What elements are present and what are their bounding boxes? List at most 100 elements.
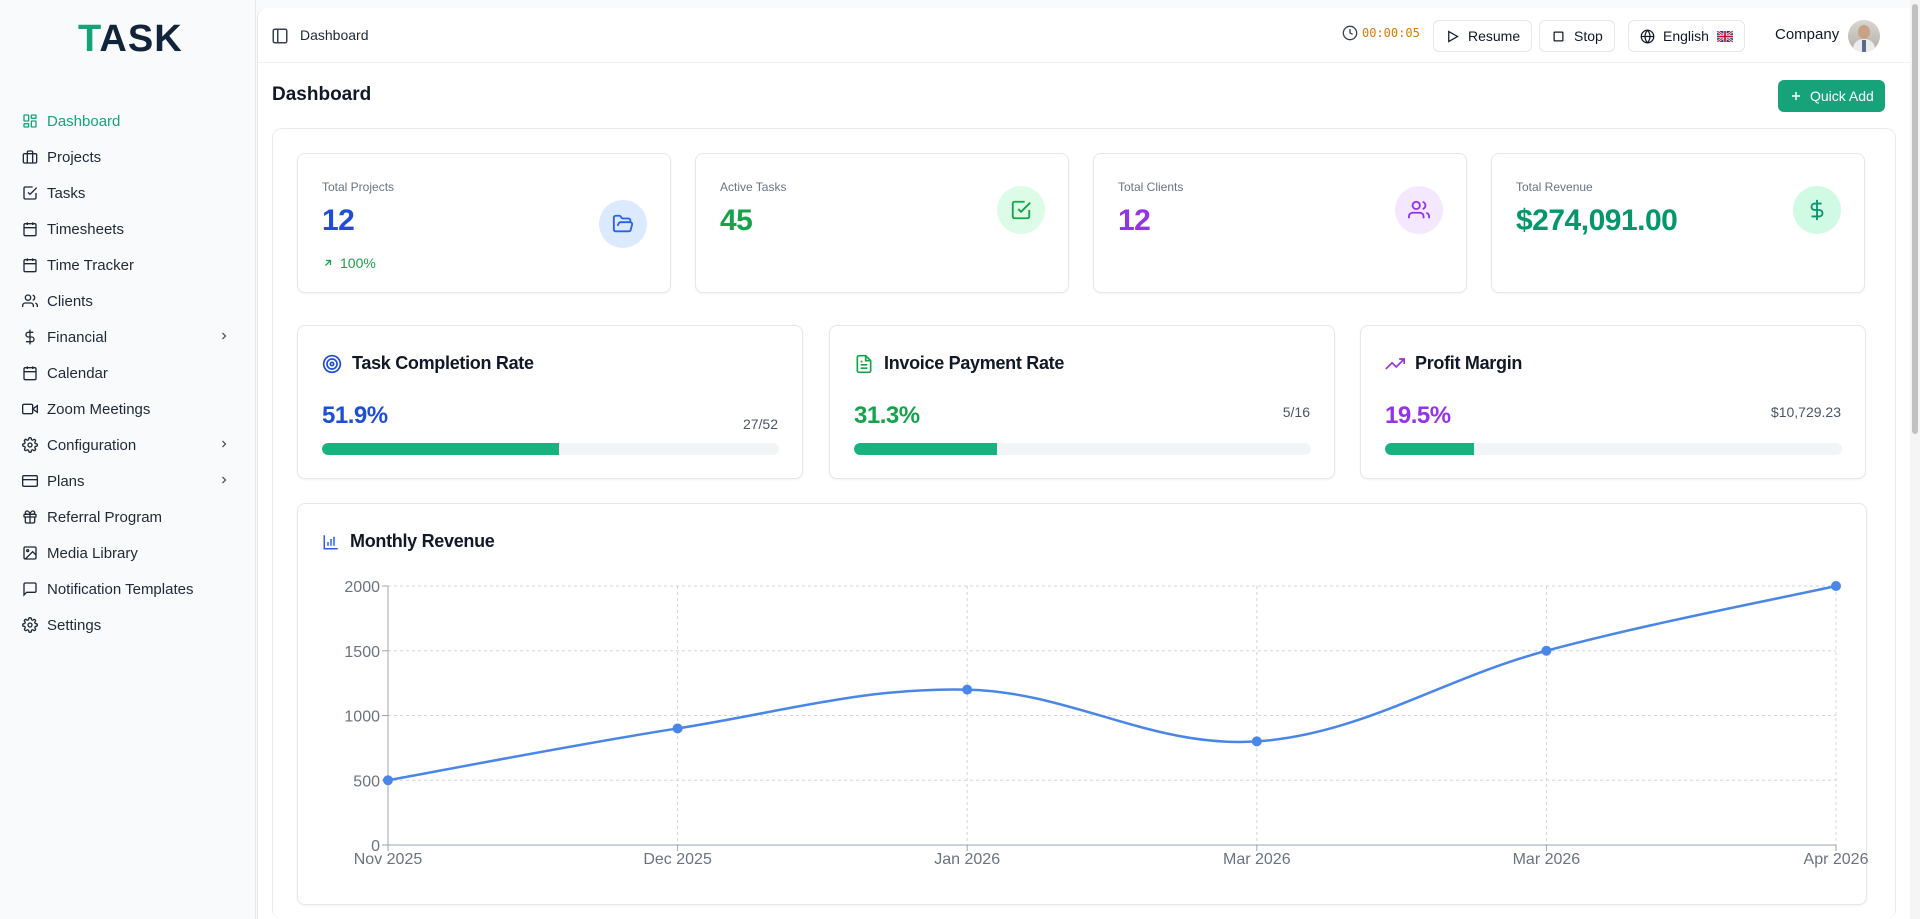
app-logo[interactable]: TASK <box>78 18 183 60</box>
data-point <box>1541 645 1552 656</box>
sidebar-item-referral-program[interactable]: Referral Program <box>12 499 244 535</box>
sidebar-item-plans[interactable]: Plans <box>12 463 244 499</box>
message-icon <box>22 581 38 597</box>
quick-add-label: Quick Add <box>1810 88 1874 104</box>
sidebar-item-notification-templates[interactable]: Notification Templates <box>12 571 244 607</box>
card-title-text: Profit Margin <box>1415 353 1523 373</box>
data-point <box>383 775 393 786</box>
sidebar-item-clients[interactable]: Clients <box>12 283 244 319</box>
chevron-right-icon <box>222 476 227 484</box>
calendar-icon <box>22 221 38 237</box>
stat-label: Total Revenue <box>1516 180 1593 194</box>
resume-button[interactable]: Resume <box>1433 20 1533 52</box>
sidebar-item-label: Plans <box>47 472 85 490</box>
rate-detail: 27/52 <box>742 416 778 432</box>
sidebar-item-time-tracker[interactable]: Time Tracker <box>12 247 244 283</box>
sidebar-item-media-library[interactable]: Media Library <box>12 535 244 571</box>
image-icon <box>22 545 38 561</box>
sidebar-item-label: Zoom Meetings <box>47 400 151 418</box>
rate-detail: $10,729.23 <box>1770 404 1841 420</box>
briefcase-icon <box>22 149 38 165</box>
timer-value: 00:00:05 <box>1362 26 1420 40</box>
stat-card-active-tasks[interactable]: Active Tasks 45 <box>695 153 1069 293</box>
calendar-icon <box>22 365 38 381</box>
company-label[interactable]: Company <box>1775 26 1840 43</box>
x-tick-label: Nov 2025 <box>354 851 423 868</box>
invoice-payment-card[interactable]: Invoice Payment Rate 31.3% 5/16 <box>829 325 1335 479</box>
sidebar-item-label: Calendar <box>47 364 108 382</box>
bar-chart-icon <box>323 534 338 549</box>
task-completion-card[interactable]: Task Completion Rate 51.9% 27/52 <box>297 325 803 479</box>
checkbox-icon <box>22 185 38 201</box>
x-tick-label: Jan 2026 <box>934 851 1000 868</box>
card-title-text: Invoice Payment Rate <box>884 353 1065 373</box>
card-title: Profit Margin <box>1385 353 1522 374</box>
users-icon <box>22 293 38 309</box>
sidebar-item-dashboard[interactable]: Dashboard <box>12 103 244 139</box>
y-tick-label: 0 <box>371 838 380 855</box>
scrollbar-thumb[interactable] <box>1912 4 1918 434</box>
calendar-icon <box>22 257 38 273</box>
stat-label: Active Tasks <box>720 180 787 194</box>
y-tick-label: 2000 <box>344 579 380 596</box>
stop-label: Stop <box>1574 28 1603 44</box>
check-square-icon <box>997 186 1045 234</box>
stop-button[interactable]: Stop <box>1539 20 1615 52</box>
plus-icon <box>1791 91 1801 101</box>
sidebar-item-configuration[interactable]: Configuration <box>12 427 244 463</box>
sidebar-item-label: Financial <box>47 328 108 346</box>
main-panel: Dashboard 00:00:05 Resume Stop English C… <box>257 8 1910 919</box>
card-title: Task Completion Rate <box>322 353 534 374</box>
data-point <box>962 684 973 695</box>
stat-delta: 100% <box>322 255 376 271</box>
sidebar-item-settings[interactable]: Settings <box>12 607 244 643</box>
data-point <box>1251 736 1262 747</box>
page-title: Dashboard <box>272 84 372 105</box>
language-label: English <box>1663 28 1709 44</box>
x-tick-label: Mar 2026 <box>1223 851 1291 868</box>
progress-bar <box>322 443 779 455</box>
stat-value: $274,091.00 <box>1516 204 1678 237</box>
users-icon <box>1395 186 1443 234</box>
gear-icon <box>22 437 38 453</box>
sidebar-item-label: Tasks <box>47 184 86 202</box>
scrollbar-track[interactable] <box>1910 0 1920 919</box>
sidebar-item-timesheets[interactable]: Timesheets <box>12 211 244 247</box>
stat-card-total-projects[interactable]: Total Projects 12 100% <box>297 153 671 293</box>
sidebar-item-calendar[interactable]: Calendar <box>12 355 244 391</box>
folder-open-icon <box>599 200 647 248</box>
sidebar-toggle-icon[interactable] <box>271 27 289 45</box>
stat-delta-value: 100% <box>340 255 376 271</box>
language-button[interactable]: English <box>1628 20 1745 52</box>
monthly-revenue-chart: 0 500 1000 1500 2000 Nov 2025 Dec 2025 Jan 2026… <box>344 579 1868 868</box>
card-icon <box>22 473 38 489</box>
stat-card-total-clients[interactable]: Total Clients 12 <box>1093 153 1467 293</box>
profit-margin-card[interactable]: Profit Margin 19.5% $10,729.23 <box>1360 325 1866 479</box>
sidebar-item-financial[interactable]: Financial <box>12 319 244 355</box>
stop-icon <box>1553 31 1564 41</box>
sidebar-item-label: Notification Templates <box>47 580 194 598</box>
uk-flag-icon <box>1716 30 1733 42</box>
quick-add-button[interactable]: Quick Add <box>1778 80 1885 112</box>
globe-icon <box>1640 28 1655 44</box>
dollar-icon <box>1793 186 1841 234</box>
data-point <box>672 723 683 734</box>
avatar[interactable] <box>1848 20 1880 52</box>
file-icon <box>856 354 872 373</box>
dashboard-icon <box>22 113 38 129</box>
x-tick-label: Mar 2026 <box>1513 851 1581 868</box>
sidebar-item-tasks[interactable]: Tasks <box>12 175 244 211</box>
play-icon <box>1448 29 1459 43</box>
sidebar-item-label: Dashboard <box>47 112 121 130</box>
sidebar-item-label: Projects <box>47 148 102 166</box>
stat-label: Total Projects <box>322 180 395 194</box>
sidebar-item-label: Configuration <box>47 436 137 454</box>
chart-title: Monthly Revenue <box>322 531 495 552</box>
target-icon <box>322 354 342 373</box>
stat-card-total-revenue[interactable]: Total Revenue $274,091.00 <box>1491 153 1865 293</box>
chevron-right-icon <box>222 440 227 448</box>
breadcrumb[interactable]: Dashboard <box>300 27 369 43</box>
sidebar-item-zoom-meetings[interactable]: Zoom Meetings <box>12 391 244 427</box>
sidebar-item-label: Timesheets <box>47 220 124 238</box>
sidebar-item-projects[interactable]: Projects <box>12 139 244 175</box>
